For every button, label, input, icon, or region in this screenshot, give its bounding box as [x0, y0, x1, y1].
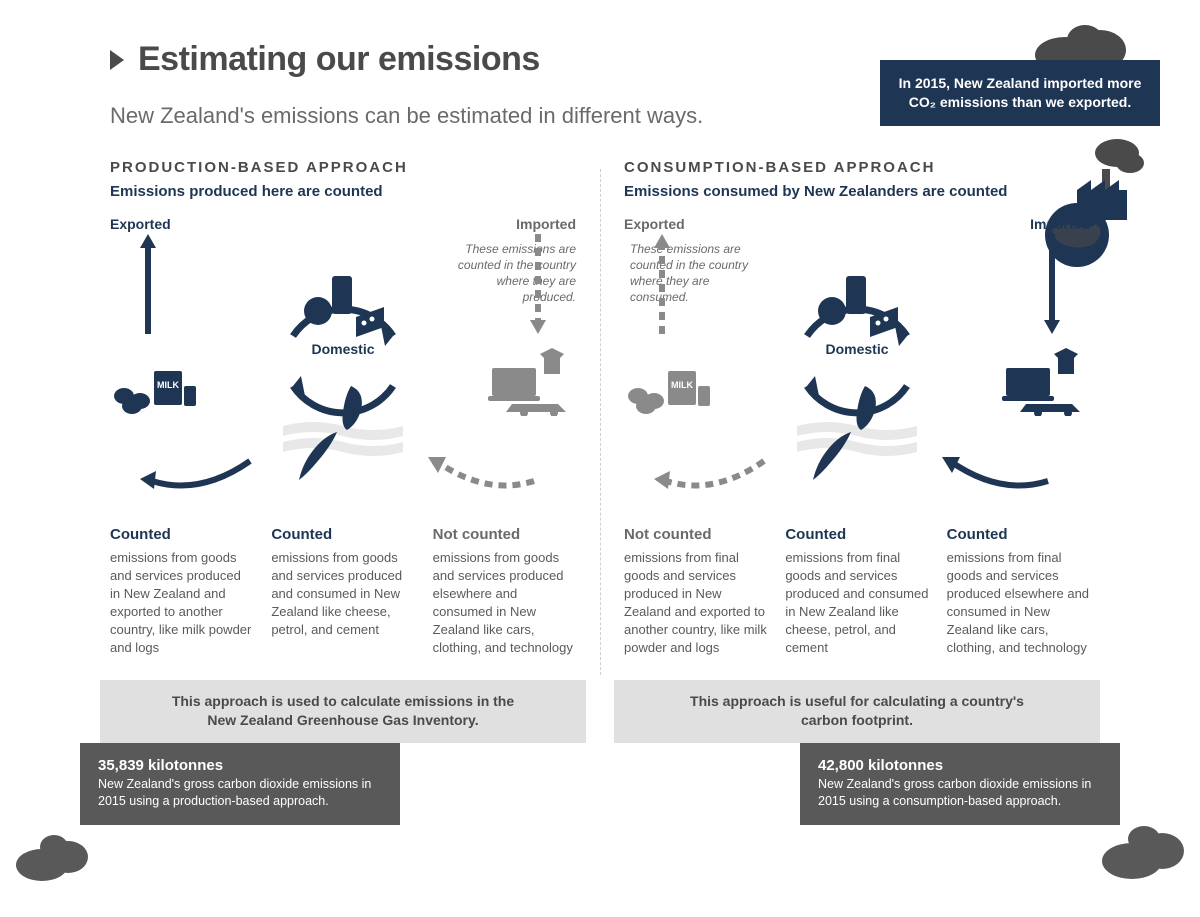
consumption-column: CONSUMPTION-BASED APPROACH Emissions con… [600, 159, 1090, 825]
nz-map-icon [283, 376, 403, 496]
consumption-subheading: Emissions consumed by New Zealanders are… [624, 182, 1090, 202]
stat-value: 42,800 kilotonnes [818, 757, 1102, 774]
map-left-arrow-icon [140, 451, 260, 506]
imported-arrow-icon [528, 234, 548, 339]
milk-logs-icon: MILK [104, 346, 204, 416]
production-subheading: Emissions produced here are counted [110, 182, 576, 202]
map-right-arrow-icon [426, 451, 546, 506]
production-stat: 35,839 kilotonnes New Zealand's gross ca… [80, 743, 400, 825]
stat-value: 35,839 kilotonnes [98, 757, 382, 774]
cloud-icon [1094, 817, 1194, 887]
exported-label: Exported [110, 216, 171, 232]
cloud-icon [10, 827, 100, 887]
count-text: emissions from final goods and services … [624, 549, 767, 658]
page-title: Estimating our emissions [138, 40, 540, 79]
production-counts: Counted emissions from goods and service… [110, 526, 576, 658]
car-laptop-icon [482, 346, 582, 416]
svg-text:MILK: MILK [671, 380, 693, 390]
consumption-stat: 42,800 kilotonnes New Zealand's gross ca… [800, 743, 1120, 825]
count-text: emissions from final goods and services … [947, 549, 1090, 658]
consumption-counts: Not counted emissions from final goods a… [624, 526, 1090, 658]
count-status: Not counted [624, 526, 767, 543]
exported-arrow-icon [138, 234, 158, 339]
imported-arrow-icon [1042, 234, 1062, 339]
nz-map-icon [797, 376, 917, 496]
exported-arrow-icon [652, 234, 672, 339]
milk-logs-icon: MILK [618, 346, 718, 416]
production-heading: PRODUCTION-BASED APPROACH [110, 159, 576, 176]
petrol-cheese-icon [802, 271, 912, 341]
count-status: Counted [110, 526, 253, 543]
count-text: emissions from final goods and services … [785, 549, 928, 658]
count-text: emissions from goods and services produc… [110, 549, 253, 658]
count-status: Counted [271, 526, 414, 543]
consumption-summary: This approach is useful for calculating … [614, 680, 1100, 743]
consumption-heading: CONSUMPTION-BASED APPROACH [624, 159, 1090, 176]
stat-desc: New Zealand's gross carbon dioxide emiss… [98, 776, 382, 811]
map-right-arrow-icon [940, 451, 1060, 506]
column-divider [600, 169, 601, 675]
count-status: Counted [785, 526, 928, 543]
count-col: Counted emissions from goods and service… [271, 526, 414, 658]
consumption-diagram: Exported Imported These emissions are co… [624, 216, 1090, 516]
production-note: These emissions are counted in the count… [446, 241, 576, 306]
count-status: Counted [947, 526, 1090, 543]
count-col: Counted emissions from final goods and s… [947, 526, 1090, 658]
car-laptop-icon [996, 346, 1096, 416]
caret-icon [110, 50, 124, 70]
production-diagram: Exported Imported These emissions are co… [110, 216, 576, 516]
production-column: PRODUCTION-BASED APPROACH Emissions prod… [110, 159, 600, 825]
petrol-cheese-icon [288, 271, 398, 341]
map-left-arrow-icon [654, 451, 774, 506]
count-col: Counted emissions from final goods and s… [785, 526, 928, 658]
count-col: Counted emissions from goods and service… [110, 526, 253, 658]
count-text: emissions from goods and services produc… [271, 549, 414, 640]
count-col: Not counted emissions from final goods a… [624, 526, 767, 658]
imported-label: Imported [516, 216, 576, 232]
stat-desc: New Zealand's gross carbon dioxide emiss… [818, 776, 1102, 811]
svg-text:MILK: MILK [157, 380, 179, 390]
count-col: Not counted emissions from goods and ser… [433, 526, 576, 658]
callout-box: In 2015, New Zealand imported more CO₂ e… [880, 60, 1160, 126]
imported-label: Imported [1030, 216, 1090, 232]
count-status: Not counted [433, 526, 576, 543]
consumption-note: These emissions are counted in the count… [630, 241, 760, 306]
production-summary: This approach is used to calculate emiss… [100, 680, 586, 743]
exported-label: Exported [624, 216, 685, 232]
count-text: emissions from goods and services produc… [433, 549, 576, 658]
